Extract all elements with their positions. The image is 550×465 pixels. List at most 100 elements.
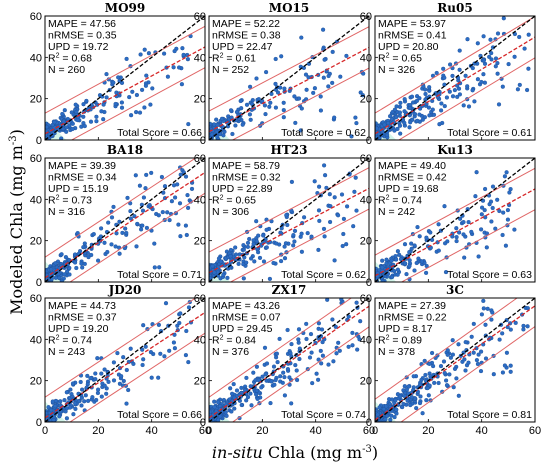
data-point [94, 114, 99, 119]
data-point [148, 350, 153, 355]
data-point [441, 66, 446, 71]
data-point [212, 122, 217, 127]
data-point [109, 242, 114, 247]
data-point [318, 108, 323, 113]
data-point [140, 208, 146, 213]
data-point [74, 265, 79, 271]
stat-r2: R2 = 0.74 [48, 335, 92, 347]
data-point [115, 351, 120, 356]
data-point [167, 348, 172, 353]
stat-line: MAPE = 49.40 [378, 160, 446, 172]
data-point [146, 51, 151, 56]
data-point [456, 393, 461, 398]
data-point [106, 220, 111, 225]
data-point [412, 243, 417, 248]
data-point [412, 111, 418, 117]
data-point [149, 170, 154, 175]
plot-content [209, 298, 369, 422]
total-score: Total Score = 0.81 [447, 409, 532, 421]
upper-bound-line [375, 167, 535, 256]
data-point [239, 402, 244, 408]
data-point [504, 170, 509, 175]
data-point [500, 370, 505, 375]
data-point [79, 124, 84, 129]
data-point [63, 255, 68, 260]
data-point [294, 368, 299, 373]
data-point [466, 104, 472, 109]
data-point [53, 404, 58, 409]
stat-r2-symbol: R [212, 195, 220, 207]
y-axis-label-text: Modeled Chla (mg m [7, 145, 26, 315]
data-point [397, 110, 402, 115]
data-point [408, 403, 413, 408]
data-point [141, 195, 146, 200]
data-point [221, 272, 226, 278]
data-point [72, 260, 78, 265]
data-point [448, 355, 453, 360]
stat-r2-symbol: R [212, 335, 220, 347]
data-point [171, 183, 177, 188]
data-point [409, 395, 414, 400]
data-point [172, 346, 177, 351]
y-tick-label: 60 [360, 293, 372, 305]
stat-r2-symbol: R [48, 335, 56, 347]
data-point [350, 330, 355, 335]
data-point [452, 87, 457, 93]
data-point [137, 183, 142, 188]
data-point [102, 240, 107, 245]
data-point [296, 327, 302, 332]
data-point [94, 119, 99, 124]
lower-bound-line [397, 57, 535, 140]
data-point [143, 186, 148, 191]
data-point [81, 114, 86, 119]
data-point [447, 89, 452, 94]
data-point [330, 80, 335, 85]
data-point [402, 97, 407, 102]
data-point [49, 408, 54, 413]
data-point [458, 216, 463, 221]
data-point [251, 238, 256, 243]
stat-line: nRMSE = 0.32 [212, 172, 281, 184]
data-point [466, 360, 471, 365]
y-tick-label: 0 [200, 135, 206, 147]
data-point [461, 103, 466, 108]
total-score: Total Score = 0.62 [281, 127, 366, 139]
y-tick-label: 40 [194, 194, 206, 206]
data-point [209, 121, 213, 127]
data-point [128, 216, 133, 221]
y-tick-label: 40 [360, 52, 372, 64]
stat-line: N = 242 [378, 206, 415, 218]
data-point [52, 120, 57, 125]
stat-line: nRMSE = 0.07 [212, 312, 281, 324]
data-point [140, 87, 145, 92]
regression-line [209, 187, 369, 274]
data-point [489, 219, 494, 224]
data-point [82, 261, 87, 266]
data-point [177, 201, 183, 206]
data-point [423, 91, 428, 97]
data-point [321, 75, 326, 80]
data-point [444, 383, 450, 388]
data-point [432, 380, 437, 385]
data-point [463, 368, 468, 373]
data-point [114, 231, 119, 236]
data-point [171, 340, 176, 345]
data-point [261, 259, 267, 264]
data-point [271, 260, 276, 266]
data-point [476, 352, 481, 357]
data-point [132, 214, 137, 219]
data-point [437, 122, 442, 127]
data-point [444, 378, 449, 383]
data-point [439, 101, 444, 106]
y-tick-label: 60 [30, 153, 42, 165]
plot-frame [44, 157, 206, 283]
data-point [128, 346, 133, 351]
data-point [345, 204, 350, 209]
data-point [316, 208, 322, 213]
data-point [387, 397, 392, 402]
data-point [142, 105, 147, 110]
data-point [279, 259, 284, 264]
data-point [49, 267, 54, 272]
